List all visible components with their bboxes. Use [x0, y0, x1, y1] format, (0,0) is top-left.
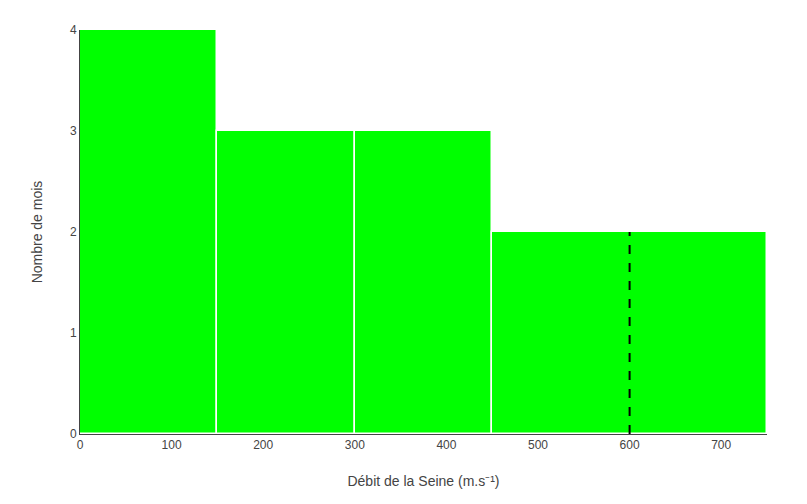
svg-text:0: 0 — [70, 427, 77, 441]
svg-text:3: 3 — [70, 124, 77, 138]
svg-text:300: 300 — [345, 438, 365, 452]
svg-text:Nombre de mois: Nombre de mois — [29, 181, 45, 284]
svg-text:100: 100 — [162, 438, 182, 452]
svg-text:400: 400 — [436, 438, 456, 452]
svg-text:0: 0 — [77, 438, 84, 452]
svg-text:4: 4 — [70, 23, 77, 37]
svg-text:200: 200 — [253, 438, 273, 452]
svg-text:2: 2 — [70, 225, 77, 239]
svg-text:1: 1 — [70, 326, 77, 340]
svg-text:700: 700 — [711, 438, 731, 452]
svg-text:500: 500 — [528, 438, 548, 452]
svg-text:Débit de la Seine (m.s⁻¹): Débit de la Seine (m.s⁻¹) — [347, 473, 499, 489]
svg-text:600: 600 — [620, 438, 640, 452]
